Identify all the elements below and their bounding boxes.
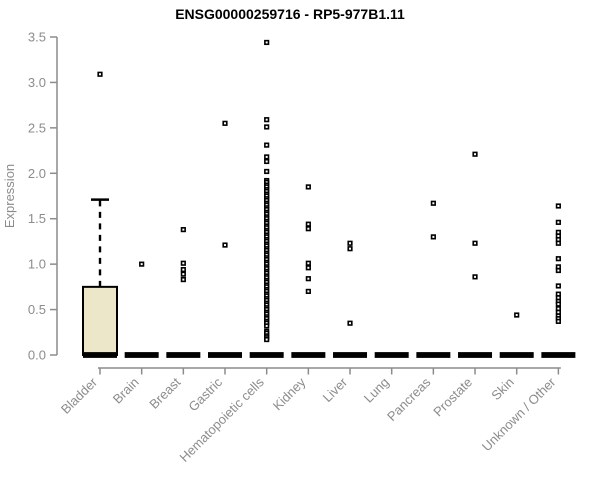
x-tick-label: Breast: [146, 374, 183, 411]
data-point: [222, 242, 228, 248]
median-bar: [458, 352, 493, 358]
data-point: [264, 158, 270, 165]
data-point: [264, 323, 270, 329]
data-point: [264, 154, 270, 160]
data-point: [555, 301, 561, 307]
y-tick-label: 0.0: [28, 348, 46, 363]
median-bar: [333, 352, 368, 358]
data-point: [139, 261, 145, 267]
data-point: [264, 336, 270, 343]
y-tick-label: 3.5: [28, 30, 46, 45]
data-point: [555, 219, 561, 225]
data-point: [347, 246, 353, 252]
data-point: [264, 124, 270, 130]
median-bar: [124, 352, 159, 358]
data-point: [305, 260, 311, 266]
data-point: [264, 39, 270, 46]
data-point: [180, 227, 186, 233]
data-point: [472, 240, 478, 246]
y-tick-label: 2.0: [28, 166, 46, 181]
data-point: [305, 265, 311, 271]
median-bar: [416, 352, 451, 358]
x-tick-label: Kidney: [270, 374, 309, 413]
box-rect: [82, 285, 118, 357]
data-point: [264, 117, 270, 123]
data-point: [305, 221, 311, 227]
median-bar: [374, 352, 409, 358]
data-point: [555, 267, 561, 274]
data-point: [264, 142, 270, 148]
data-point: [472, 151, 478, 157]
data-point: [180, 260, 186, 266]
data-point: [347, 240, 353, 246]
data-point: [514, 312, 520, 318]
x-tick-label: Prostate: [430, 375, 475, 420]
data-point: [180, 276, 186, 283]
x-tick-label: Bladder: [58, 374, 101, 417]
y-tick-label: 1.5: [28, 211, 46, 226]
data-point: [347, 320, 353, 326]
y-tick-label: 2.5: [28, 120, 46, 135]
data-point: [555, 240, 561, 246]
y-axis-title: Expression: [2, 164, 17, 228]
data-point: [555, 318, 561, 324]
median-bar: [249, 352, 284, 358]
data-point: [180, 271, 186, 277]
x-tick-label: Skin: [488, 375, 516, 403]
data-point: [180, 266, 186, 273]
median-bar: [541, 352, 576, 358]
data-point: [305, 276, 311, 282]
data-point: [430, 200, 436, 206]
y-tick-label: 1.0: [28, 257, 46, 272]
data-point: [305, 184, 311, 190]
median-bar: [291, 352, 326, 358]
median-bar: [166, 352, 201, 358]
x-tick-label: Pancreas: [384, 374, 434, 424]
x-tick-label: Lung: [361, 375, 392, 406]
data-point: [222, 120, 228, 126]
data-point: [555, 203, 561, 209]
median-bar: [83, 352, 117, 358]
y-tick-label: 3.0: [28, 75, 46, 90]
median-bar: [208, 352, 243, 358]
y-tick-label: 0.5: [28, 302, 46, 317]
data-point: [430, 234, 436, 240]
chart-title: ENSG00000259716 - RP5-977B1.11: [175, 6, 405, 22]
x-tick-label: Unknown / Other: [479, 374, 559, 454]
data-point: [472, 274, 478, 280]
data-point: [555, 256, 561, 262]
data-point: [305, 288, 311, 295]
x-tick-label: Liver: [320, 374, 351, 405]
data-point: [555, 283, 561, 289]
data-point: [264, 168, 270, 175]
median-bar: [499, 352, 534, 358]
data-point: [97, 71, 103, 77]
x-tick-label: Gastric: [185, 374, 225, 414]
data-point: [305, 226, 311, 232]
x-tick-label: Brain: [110, 375, 142, 407]
